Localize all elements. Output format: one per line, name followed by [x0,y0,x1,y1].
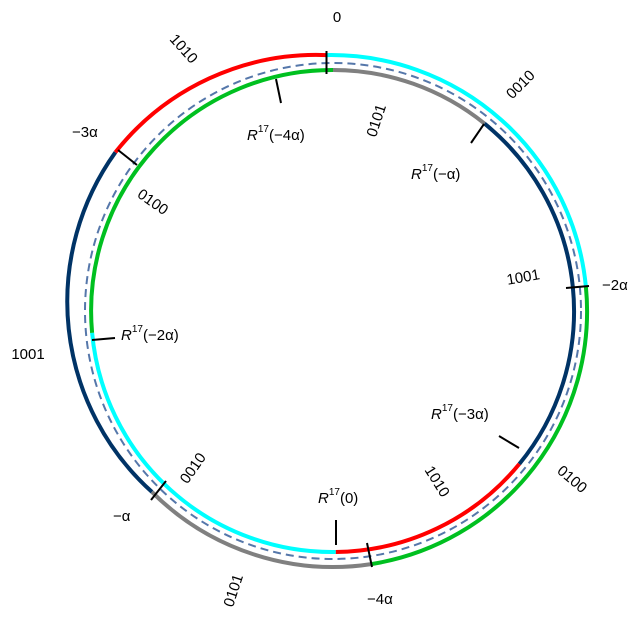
tick-outer-neg4alpha [366,542,373,568]
dashed-circle [84,62,582,560]
inner-arc-red [335,462,521,554]
rot-exp: 17 [258,124,270,135]
rot-arg: (−2α) [143,327,179,344]
rot-arg: (−3α) [453,406,489,423]
tick-outer-negalpha [150,480,167,501]
rot-arg: (0) [340,490,358,507]
rot-label-neg3alpha: R17(−3α) [431,403,489,423]
outer-word-0101: 0101 [220,572,246,609]
rot-exp: 17 [132,324,144,335]
outer-word-1001: 1001 [11,346,44,363]
tick-inner-neg2alpha [91,337,116,341]
rot-label-neg4alpha: R17(−4α) [247,124,305,144]
rot-exp: 17 [442,403,454,414]
inner-arc-gray [332,68,486,126]
rot-arg: (−4α) [269,127,305,144]
rot-exp: 17 [329,487,341,498]
rot-prefix: R [318,490,329,507]
inner-word-0100: 0100 [134,186,171,219]
tick-outer-neg3alpha [117,149,138,166]
rot-label-zero: R17(0) [318,487,358,507]
label-negalpha: −α [113,508,131,525]
tick-outer-neg2alpha [565,285,590,289]
rot-arg: (−α) [433,166,460,183]
inner-word-0101: 0101 [363,102,389,139]
rot-prefix: R [121,327,132,344]
tick-inner-neg4alpha [275,78,282,104]
outer-arc-red [113,52,327,154]
inner-arc-cyan [90,332,336,555]
rot-prefix: R [247,127,258,144]
outer-arc-cyan [326,53,588,287]
rot-prefix: R [411,166,422,183]
rot-label-neg2alpha: R17(−2α) [121,324,179,344]
label-neg2alpha: −2α [602,277,628,294]
outer-word-0010: 0010 [503,67,539,103]
label-neg3alpha: −3α [72,124,98,141]
outer-arc-gray [150,490,373,569]
inner-word-1001: 1001 [505,266,541,289]
inner-word-1010: 1010 [421,463,453,500]
outer-arc-green [371,286,590,566]
outer-arc-navy [65,151,154,494]
inner-word-0010: 0010 [177,450,210,487]
rot-prefix: R [431,406,442,423]
tick-inner-neg3alpha [498,435,520,449]
outer-word-0100: 0100 [554,462,590,496]
rot-exp: 17 [422,163,434,174]
tick-inner-negalpha [470,123,485,144]
label-zero: 0 [333,9,341,26]
outer-ring [65,52,590,569]
inner-arc-green [89,67,334,333]
rot-label-negalpha: R17(−α) [411,163,460,183]
outer-word-1010: 1010 [166,31,201,67]
inner-ring [89,67,577,555]
label-neg4alpha: −4α [367,591,393,608]
ticks [91,51,590,568]
inner-arc-navy [483,122,577,466]
